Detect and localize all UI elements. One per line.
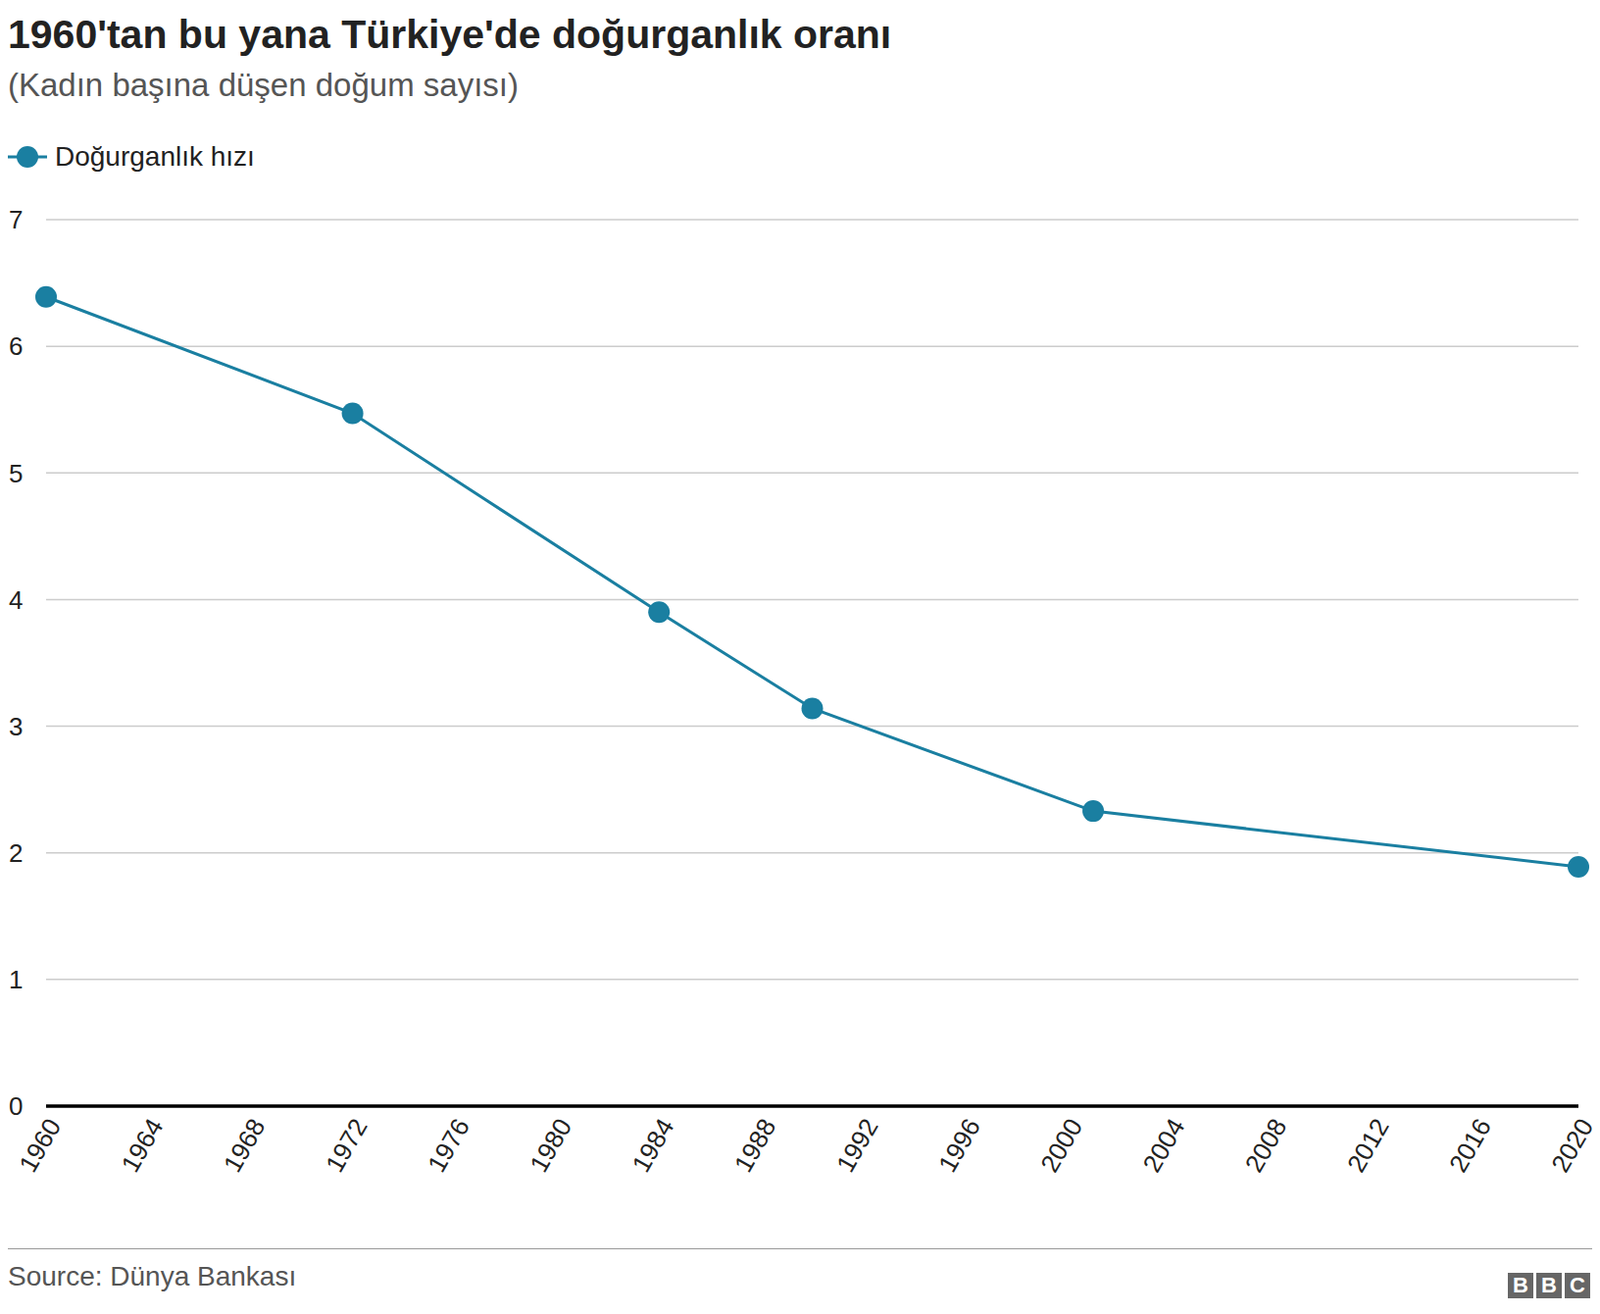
svg-text:1968: 1968 (217, 1112, 272, 1177)
svg-text:2000: 2000 (1034, 1112, 1089, 1177)
html-text:Source: Dünya Bankası: Source: Dünya Bankası (7, 1260, 297, 1292)
svg-text:2004: 2004 (1136, 1112, 1191, 1177)
svg-text:4: 4 (8, 585, 23, 615)
html-text:(Kadın başına düşen doğum sayı: (Kadın başına düşen doğum sayısı) (7, 66, 519, 103)
svg-text:2020: 2020 (1545, 1112, 1593, 1177)
svg-text:2012: 2012 (1341, 1112, 1396, 1177)
svg-text:7: 7 (8, 204, 23, 235)
html-text:B: B (1512, 1272, 1529, 1298)
svg-text:2: 2 (8, 838, 23, 868)
svg-text:1992: 1992 (830, 1112, 885, 1177)
svg-text:1988: 1988 (728, 1112, 783, 1177)
svg-text:1984: 1984 (625, 1112, 680, 1177)
html-text:C: C (1569, 1272, 1586, 1298)
svg-text:2016: 2016 (1443, 1112, 1498, 1177)
svg-text:1980: 1980 (523, 1112, 578, 1177)
svg-text:1: 1 (8, 964, 23, 995)
html-text:1960'tan bu yana Türkiye'de do: 1960'tan bu yana Türkiye'de doğurganlık … (7, 11, 892, 57)
svg-text:1960: 1960 (12, 1112, 67, 1177)
svg-text:1996: 1996 (932, 1112, 987, 1177)
svg-text:6: 6 (8, 331, 23, 361)
svg-text:0: 0 (8, 1091, 23, 1121)
html-text:Doğurganlık hızı: Doğurganlık hızı (54, 141, 255, 172)
svg-text:1964: 1964 (114, 1112, 169, 1177)
svg-text:5: 5 (8, 458, 23, 489)
svg-text:3: 3 (8, 711, 23, 742)
svg-text:2008: 2008 (1239, 1112, 1294, 1177)
svg-text:1976: 1976 (421, 1112, 476, 1177)
html-text:B: B (1541, 1272, 1557, 1298)
svg-text:1972: 1972 (319, 1112, 374, 1177)
